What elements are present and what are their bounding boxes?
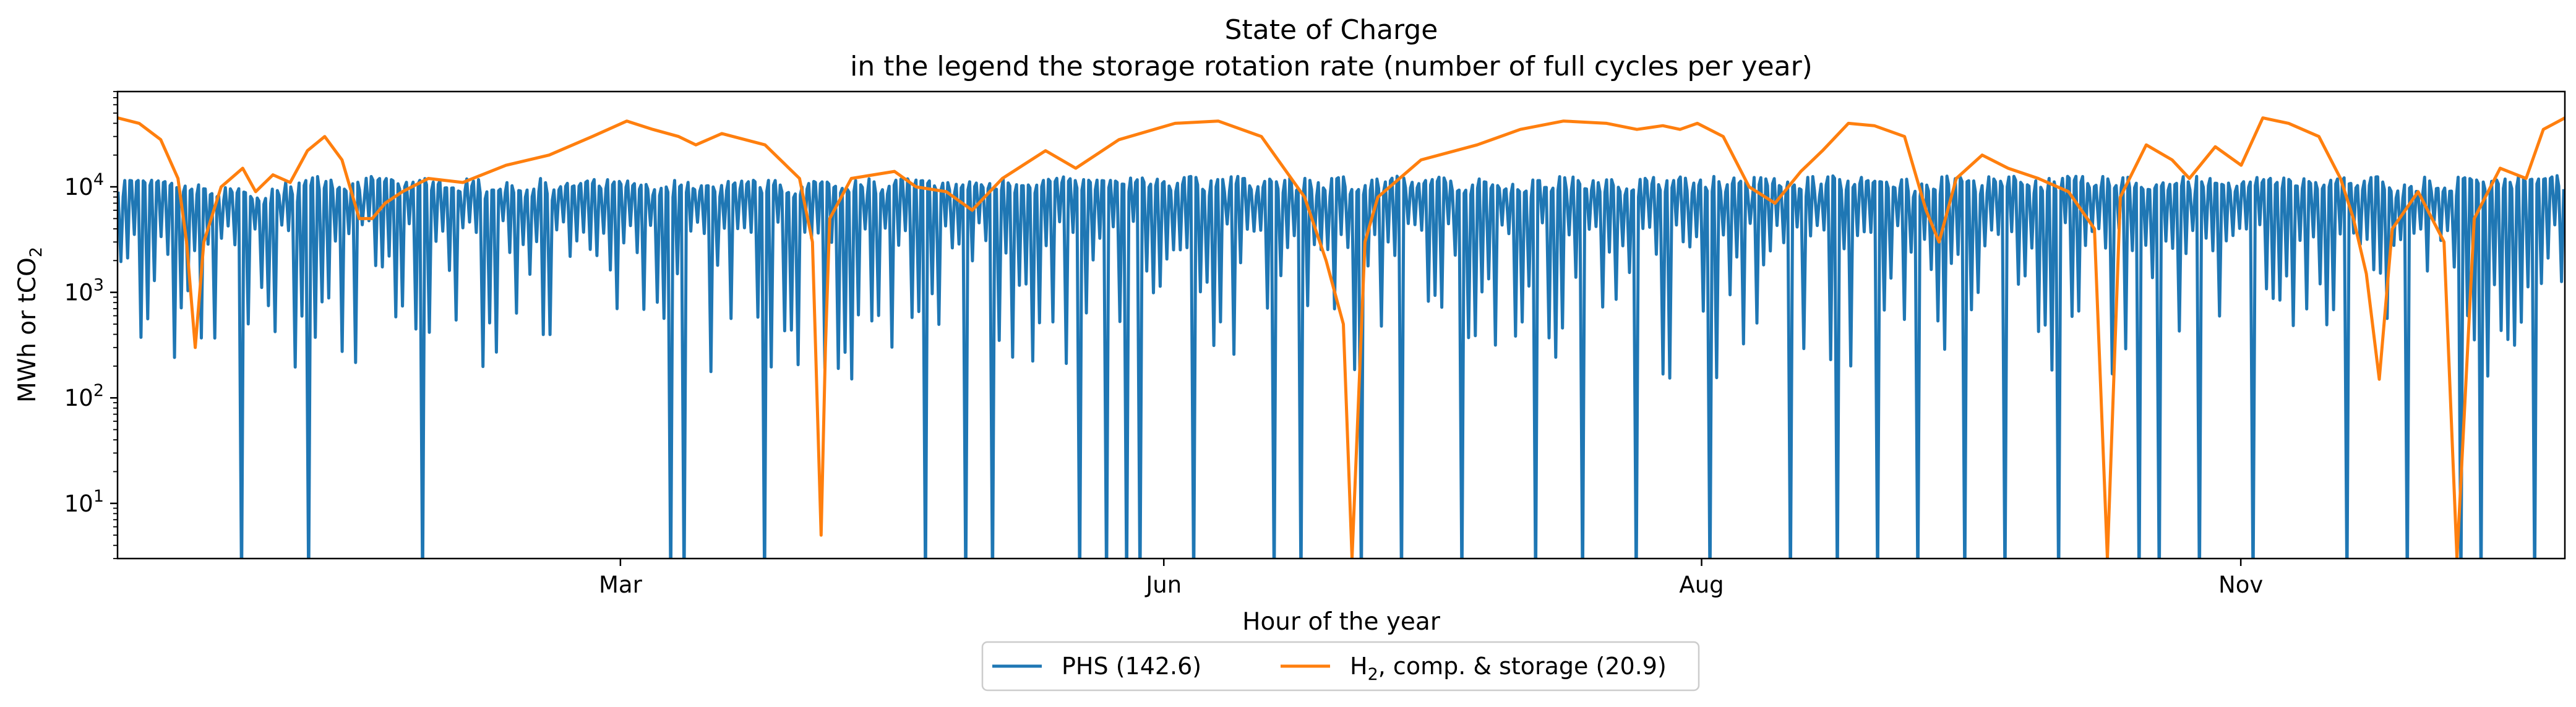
series-line-phs [118,174,2565,559]
y-tick-label: 104 [64,170,104,200]
y-axis-label: MWh or tCO2 [14,247,46,403]
legend-label-phs: PHS (142.6) [1062,653,1201,680]
x-tick-label: Jun [1144,572,1182,598]
x-tick-label: Nov [2218,572,2263,598]
x-tick-label: Aug [1679,572,1724,598]
y-tick-label: 101 [64,487,104,517]
y-axis: 101 102 103 104 [64,91,118,559]
chart-title: State of Charge [1225,14,1438,46]
x-axis-label: Hour of the year [1242,608,1441,636]
legend: PHS (142.6) H2, comp. & storage (20.9) [981,641,1700,692]
x-tick-label: Mar [599,572,643,598]
series-line-h2 [118,116,2565,559]
legend-label-h2: H2, comp. & storage (20.9) [1350,653,1667,684]
chart-subtitle: in the legend the storage rotation rate … [850,51,1813,82]
y-tick-label: 102 [64,381,104,411]
x-axis: Mar Jun Aug Nov [599,559,2263,598]
legend-box [981,641,1700,692]
plot-frame [116,90,2566,560]
y-tick-label: 103 [64,276,104,306]
series-layer [118,116,2565,559]
